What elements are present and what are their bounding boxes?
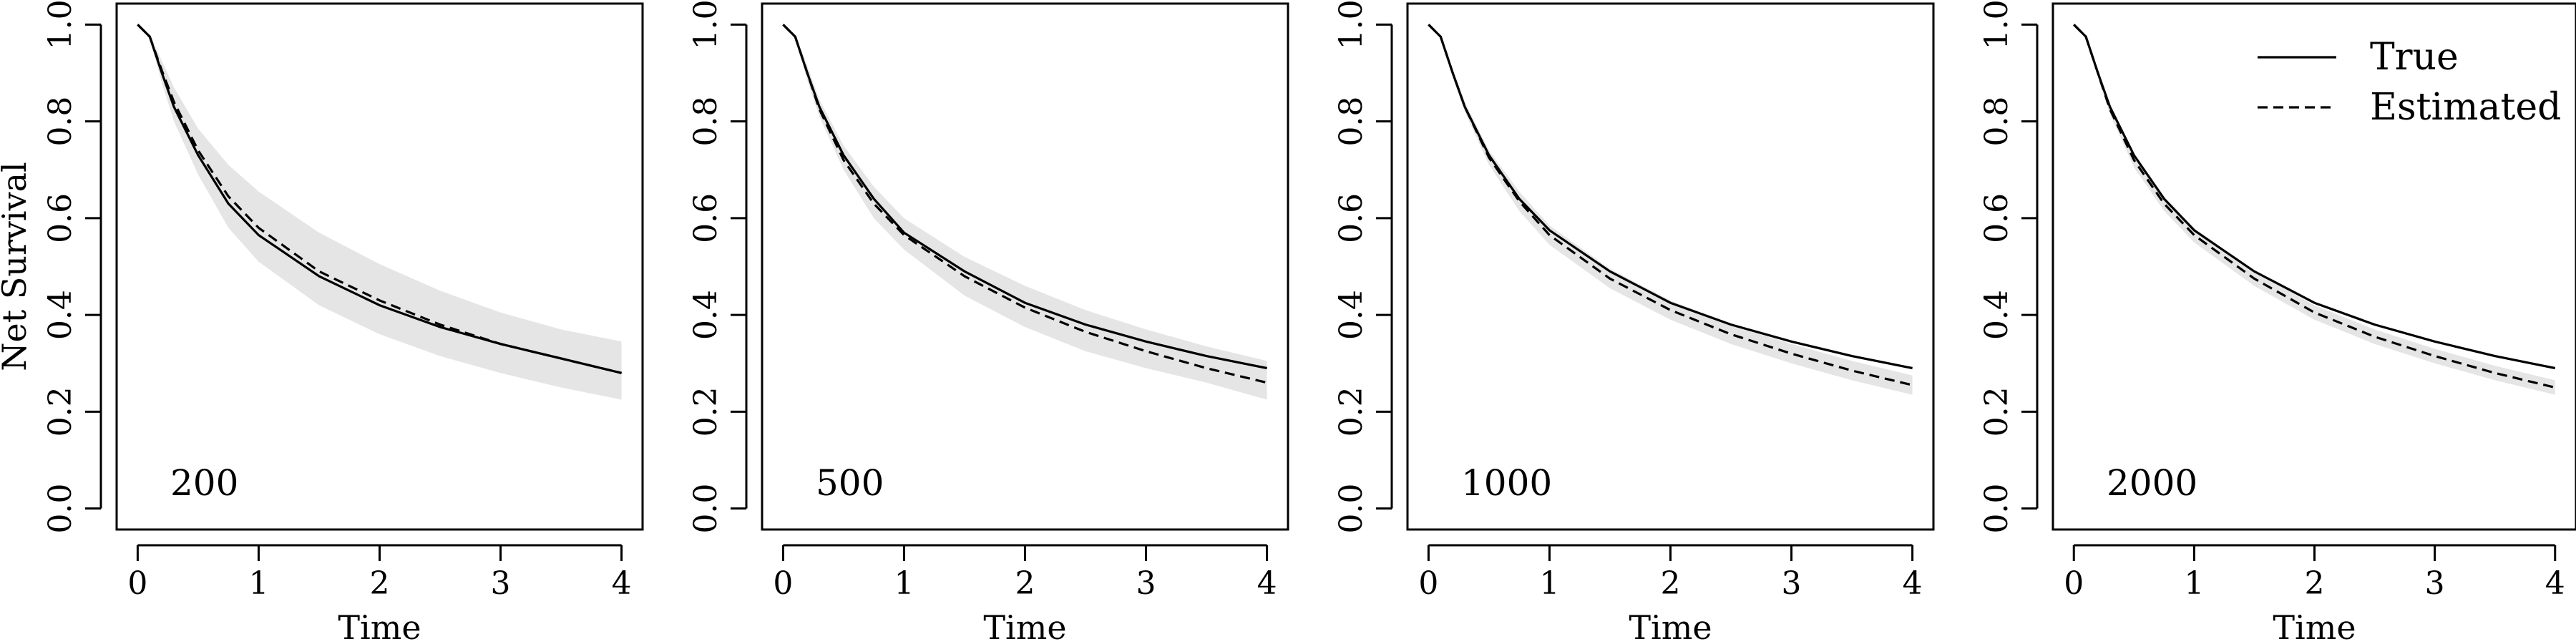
x-tick-label: 2 xyxy=(370,565,390,602)
confidence-band xyxy=(2074,24,2555,395)
confidence-band xyxy=(1428,24,1913,395)
y-axis-title: Net Survival xyxy=(0,162,34,371)
x-axis-title: Time xyxy=(983,608,1066,644)
panel-label: 2000 xyxy=(2107,462,2197,504)
plot-frame xyxy=(2051,2,2576,531)
y-tick-label: 0.0 xyxy=(1333,484,1370,534)
x-tick-label: 1 xyxy=(1539,565,1559,602)
y-tick-label: 0.2 xyxy=(688,386,724,436)
x-tick-label: 2 xyxy=(1015,565,1035,602)
x-tick-label: 0 xyxy=(1418,565,1438,602)
y-tick-label: 0.4 xyxy=(1333,290,1370,340)
y-tick-label: 0.0 xyxy=(1979,484,2015,534)
chart-panel-1: 0 1 2 3 4 Time 0.0 0.2 0.4 0.6 0.8 1.0 Net Survival 2… xyxy=(0,0,644,644)
y-tick-label: 0.2 xyxy=(1333,386,1370,436)
x-tick-label: 2 xyxy=(2305,565,2325,602)
chart-panel-4: 0 1 2 3 4 Time 0.0 0.2 0.4 0.6 0.8 1.0 2000 True Estim… xyxy=(1979,0,2576,644)
legend: True Estimated xyxy=(2258,36,2561,129)
x-tick-label: 3 xyxy=(1136,565,1156,602)
x-axis-title: Time xyxy=(1629,608,1712,644)
panel-label: 200 xyxy=(170,462,238,504)
plot-frame xyxy=(1406,2,1935,531)
y-tick-label: 0.6 xyxy=(42,193,79,243)
estimated-curve xyxy=(782,24,1267,384)
x-axis-title: Time xyxy=(338,608,421,644)
y-tick-label: 0.4 xyxy=(688,290,724,340)
plot-frame xyxy=(761,2,1289,531)
y-tick-label: 0.6 xyxy=(688,193,724,243)
y-tick-label: 0.4 xyxy=(42,290,79,340)
y-tick-label: 0.0 xyxy=(42,484,79,534)
legend-label: Estimated xyxy=(2370,86,2561,129)
y-tick-label: 1.0 xyxy=(42,0,79,49)
x-tick-label: 4 xyxy=(1257,565,1277,602)
x-tick-label: 4 xyxy=(1903,565,1923,602)
x-tick-label: 3 xyxy=(491,565,511,602)
y-tick-label: 0.8 xyxy=(42,97,79,147)
estimated-curve xyxy=(1428,24,1913,386)
confidence-band xyxy=(137,24,622,400)
panel-label: 500 xyxy=(816,462,884,504)
panel-label: 1000 xyxy=(1461,462,1552,504)
y-tick-label: 0.6 xyxy=(1979,193,2015,243)
x-tick-label: 0 xyxy=(2064,565,2084,602)
x-tick-label: 1 xyxy=(894,565,914,602)
x-tick-label: 4 xyxy=(2545,565,2565,602)
x-tick-label: 3 xyxy=(2425,565,2445,602)
x-tick-label: 0 xyxy=(127,565,147,602)
x-tick-label: 3 xyxy=(1782,565,1802,602)
y-tick-label: 0.0 xyxy=(688,484,724,534)
y-tick-label: 0.8 xyxy=(688,97,724,147)
estimated-curve xyxy=(137,24,622,374)
plot-frame xyxy=(115,2,644,531)
legend-label: True xyxy=(2370,36,2459,79)
y-tick-label: 0.8 xyxy=(1333,97,1370,147)
y-tick-label: 0.2 xyxy=(42,386,79,436)
y-tick-label: 0.6 xyxy=(1333,193,1370,243)
y-tick-label: 1.0 xyxy=(1333,0,1370,49)
estimated-curve xyxy=(2073,24,2556,389)
x-tick-label: 4 xyxy=(612,565,632,602)
y-tick-label: 1.0 xyxy=(688,0,724,49)
chart-panel-2: 0 1 2 3 4 Time 0.0 0.2 0.4 0.6 0.8 1.0 500 xyxy=(688,0,1289,644)
x-tick-label: 1 xyxy=(2184,565,2204,602)
chart-panel-3: 0 1 2 3 4 Time 0.0 0.2 0.4 0.6 0.8 1.0 1000 xyxy=(1333,0,1935,644)
confidence-band xyxy=(783,24,1267,400)
x-tick-label: 1 xyxy=(248,565,268,602)
x-axis-title: Time xyxy=(2273,608,2356,644)
x-tick-label: 0 xyxy=(773,565,793,602)
y-tick-label: 1.0 xyxy=(1979,0,2015,49)
y-tick-label: 0.4 xyxy=(1979,290,2015,340)
x-tick-label: 2 xyxy=(1661,565,1681,602)
y-tick-label: 0.2 xyxy=(1979,386,2015,436)
y-tick-label: 0.8 xyxy=(1979,97,2015,147)
